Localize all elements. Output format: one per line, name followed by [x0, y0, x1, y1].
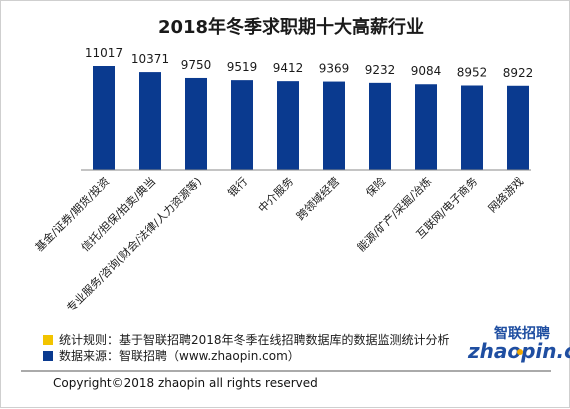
legend-text-source: 数据来源：智联招聘（www.zhaopin.com）	[59, 348, 300, 363]
category-label: 信托/担保/拍卖/典当	[78, 174, 158, 254]
chart-title: 2018年冬季求职期十大高薪行业	[158, 16, 424, 38]
category-label: 网络游戏	[485, 174, 526, 215]
category-label: 跨领域经营	[293, 174, 342, 223]
category-label: 保险	[363, 174, 388, 199]
bar	[461, 85, 483, 170]
legend-marker-source	[43, 351, 53, 361]
zhaopin-logo: 智联招聘 zhaopin.com	[467, 325, 570, 363]
value-label: 9519	[227, 60, 258, 74]
copyright-text: Copyright©2018 zhaopin all rights reserv…	[53, 376, 318, 390]
category-label: 基金/证券/期货/投资	[32, 174, 112, 254]
value-label: 9369	[319, 62, 350, 76]
value-label: 9412	[273, 61, 304, 75]
value-label: 10371	[131, 52, 169, 66]
value-label: 8922	[503, 66, 534, 80]
bar	[93, 66, 115, 170]
plot-area: 11017基金/证券/期货/投资10371信托/担保/拍卖/典当9750专业服务…	[32, 46, 533, 315]
bar	[139, 72, 161, 170]
category-label: 能源/矿产/采掘/冶炼	[354, 174, 434, 254]
category-label: 中介服务	[256, 175, 296, 215]
value-label: 9750	[181, 58, 212, 72]
value-label: 9084	[411, 64, 442, 78]
category-label: 银行	[225, 174, 250, 199]
bar	[369, 82, 391, 170]
bar	[231, 80, 253, 170]
value-label: 8952	[457, 65, 488, 79]
value-label: 11017	[85, 46, 123, 60]
bar	[185, 77, 207, 170]
bar	[415, 84, 437, 170]
bar	[277, 81, 299, 170]
bar	[323, 81, 345, 170]
legend: 统计规则：基于智联招聘2018年冬季在线招聘数据库的数据监测统计分析 数据来源：…	[43, 332, 450, 363]
logo-chinese-text: 智联招聘	[493, 325, 550, 342]
value-label: 9232	[365, 63, 396, 77]
bar	[507, 85, 529, 170]
legend-marker-rule	[43, 335, 53, 345]
legend-text-rule: 统计规则：基于智联招聘2018年冬季在线招聘数据库的数据监测统计分析	[59, 332, 450, 347]
logo-accent-dot	[517, 349, 523, 355]
